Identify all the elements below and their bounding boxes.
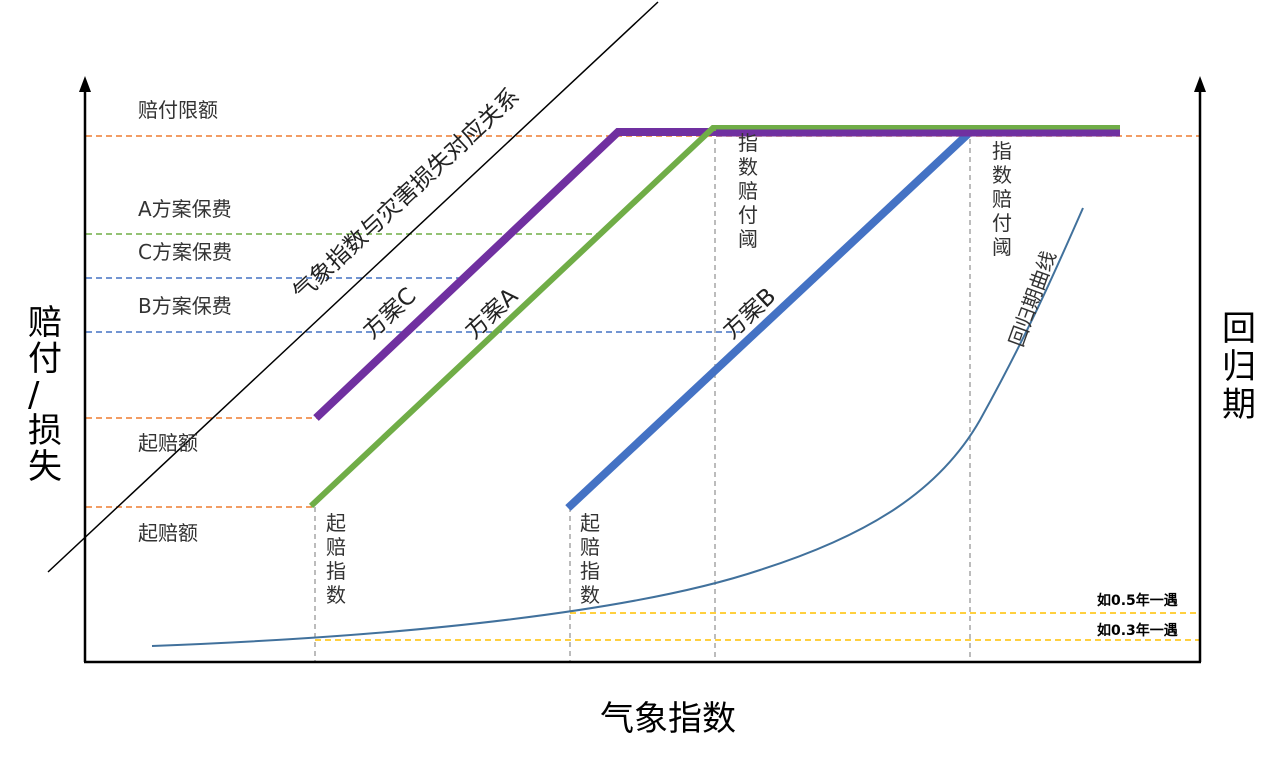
trigger-1-label: 起赔指数	[326, 511, 346, 607]
y-axis-right-arrow	[1194, 76, 1206, 92]
premium-b-label: B方案保费	[138, 294, 232, 318]
return-period-curve	[151, 207, 1084, 647]
scheme-c-label: 方案C	[358, 283, 421, 344]
premium-c-label: C方案保费	[138, 240, 232, 264]
y-axis-left-arrow	[79, 76, 91, 92]
return-curve-label: 回归期曲线	[1004, 248, 1061, 350]
deductible-lower-label: 起赔额	[138, 521, 198, 545]
loss-correspondence-line	[47, 1, 659, 573]
premium-a-label: A方案保费	[138, 197, 232, 221]
y-axis-right-title: 回归期	[1222, 309, 1256, 425]
return-05-label: 如0.5年一遇	[1097, 592, 1178, 609]
scheme-a-line	[308, 125, 1120, 509]
deductible-upper-label: 起赔额	[138, 431, 198, 455]
trigger-2-label: 起赔指数	[580, 511, 600, 607]
exhaust-1-label: 指数赔付阈	[738, 131, 758, 251]
exhaust-2-label: 指数赔付阈	[992, 139, 1012, 259]
y-axis-left-title: 赔付/损失	[28, 303, 62, 487]
limit-label: 赔付限额	[138, 98, 218, 122]
return-03-label: 如0.3年一遇	[1097, 622, 1178, 639]
x-axis-title: 气象指数	[600, 699, 736, 739]
diagonal-label: 气象指数与灾害损失对应关系	[288, 83, 524, 306]
scheme-b-line	[565, 131, 971, 511]
